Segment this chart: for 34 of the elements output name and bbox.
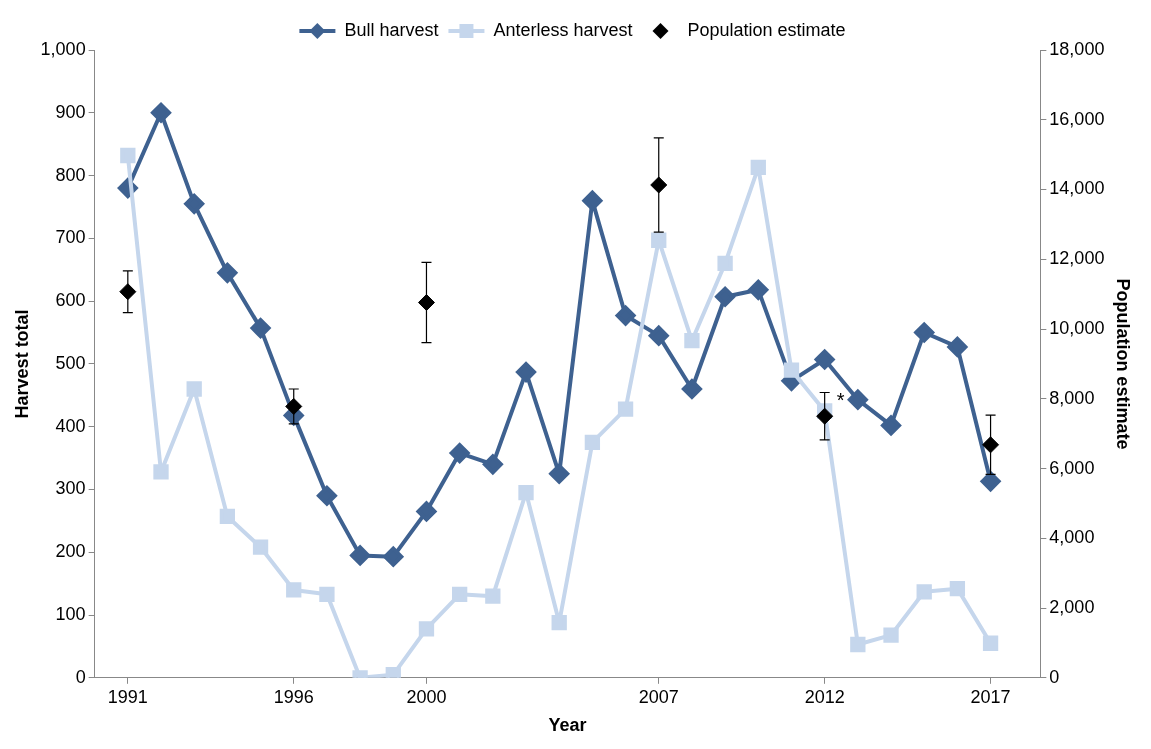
y2-tick-label: 6,000 [1049, 457, 1095, 478]
y2-tick-label: 4,000 [1049, 527, 1095, 548]
y-axis-title: Harvest total [11, 309, 32, 419]
y-tick-label: 1,000 [40, 38, 86, 59]
legend-label: Anterless harvest [493, 19, 633, 40]
y2-tick-label: 12,000 [1049, 248, 1105, 269]
y2-tick-label: 0 [1049, 666, 1060, 687]
x-tick-label: 2000 [406, 686, 447, 707]
y2-tick-label: 14,000 [1049, 178, 1105, 199]
y2-tick-label: 18,000 [1049, 38, 1105, 59]
y2-tick-label: 10,000 [1049, 317, 1105, 338]
y-tick-label: 0 [75, 666, 86, 687]
y-tick-label: 400 [55, 415, 86, 436]
legend-label: Bull harvest [344, 19, 439, 40]
y2-tick-label: 8,000 [1049, 387, 1095, 408]
x-tick-label: 2017 [970, 686, 1011, 707]
x-axis-title: Year [548, 715, 587, 736]
y-tick-label: 600 [55, 290, 86, 311]
y2-tick-label: 2,000 [1049, 597, 1095, 618]
y-tick-label: 800 [55, 164, 86, 185]
y-tick-label: 300 [55, 478, 86, 499]
x-tick-label: 2007 [638, 686, 679, 707]
x-tick-label: 2012 [804, 686, 845, 707]
x-tick-label: 1996 [273, 686, 314, 707]
y-tick-label: 900 [55, 101, 86, 122]
annotation: * [836, 388, 845, 411]
y-tick-label: 200 [55, 541, 86, 562]
legend-label: Population estimate [687, 19, 846, 40]
y-tick-label: 100 [55, 603, 86, 624]
y-tick-label: 700 [55, 227, 86, 248]
y2-tick-label: 16,000 [1049, 108, 1105, 129]
x-tick-label: 1991 [107, 686, 148, 707]
y2-axis-title: Population estimate [1113, 278, 1134, 450]
y-tick-label: 500 [55, 352, 86, 373]
